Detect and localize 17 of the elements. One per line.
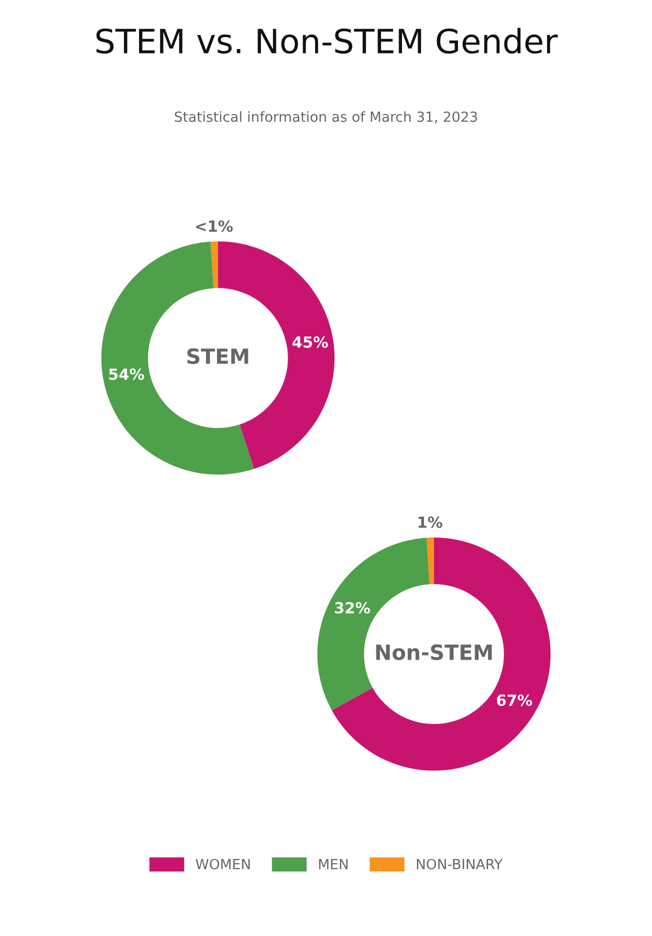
legend-label: WOMEN [196, 858, 250, 870]
data-label: 32% [334, 602, 370, 614]
text: STEM [187, 348, 248, 364]
text: Non-STEM [376, 644, 492, 660]
donut-slice [332, 537, 551, 771]
donut-slice [101, 242, 254, 475]
data-label: 45% [292, 336, 328, 348]
data-label: <1% [196, 220, 233, 232]
donut-slice [210, 241, 218, 288]
legend-label: MEN [319, 859, 348, 870]
data-label: 67% [496, 694, 532, 706]
chart-subtitle: Statistical information as of March 31, 2023 [174, 111, 477, 124]
donut-slice [426, 537, 434, 584]
data-label: 1% [418, 516, 442, 528]
legend-label: NON-BINARY [416, 858, 503, 870]
chart-title: STEM vs. Non-STEM Gender [96, 28, 558, 54]
data-label: 54% [109, 368, 144, 380]
